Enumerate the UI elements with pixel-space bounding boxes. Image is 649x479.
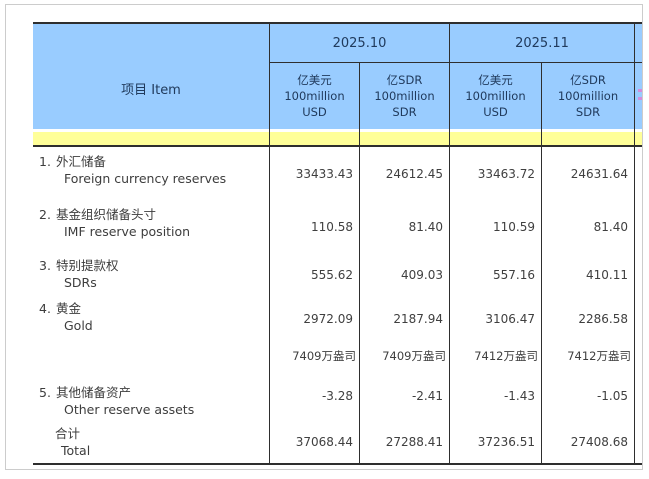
value-cell: 81.40	[360, 200, 450, 253]
gap-cell	[542, 129, 635, 132]
value-cell-gold-ounces: 7409万盎司	[270, 341, 360, 371]
value-cell-total: 37236.51	[450, 421, 542, 463]
value-cell: 2972.09	[270, 296, 360, 341]
row-label-foreign-currency-reserves: 1. 外汇储备 Foreign currency reserves	[33, 147, 270, 200]
clipped-cell	[635, 200, 642, 253]
value-cell: 33463.72	[450, 147, 542, 200]
value-cell: 24631.64	[542, 147, 635, 200]
yellow-band	[635, 132, 642, 147]
value-cell: 557.16	[450, 253, 542, 296]
unit-scale: 100million	[374, 89, 435, 103]
row-label-en: IMF reserve position	[64, 224, 191, 239]
row-label-en: Total	[61, 443, 91, 458]
value-cell-gold-ounces: 7412万盎司	[450, 341, 542, 371]
row-number: 4.	[39, 301, 51, 316]
row-label-gold-ounces	[33, 341, 270, 371]
period-label: 2025.11	[515, 35, 569, 51]
value-cell: 33433.43	[270, 147, 360, 200]
row-label-zh: 外汇储备	[56, 154, 107, 169]
page-frame: 项目 Item 2025.10 2025.11 亿美元 100million U…	[5, 4, 643, 470]
unit-header-usd-2: 亿美元 100million USD	[450, 63, 542, 129]
unit-code: SDR	[575, 105, 601, 119]
value-cell: 409.03	[360, 253, 450, 296]
gap-cell	[450, 129, 542, 132]
value-cell: 555.62	[270, 253, 360, 296]
gap-cell	[635, 129, 642, 132]
yellow-band	[360, 132, 450, 147]
row-label-en: SDRs	[64, 275, 97, 290]
value-cell: -1.05	[542, 371, 635, 421]
row-label-sdrs: 3. 特别提款权 SDRs	[33, 253, 270, 296]
unit-header-usd-1: 亿美元 100million USD	[270, 63, 360, 129]
clipped-cell	[635, 147, 642, 200]
unit-zh: 亿SDR	[386, 73, 423, 87]
value-cell: -3.28	[270, 371, 360, 421]
yellow-band	[33, 132, 270, 147]
unit-code: SDR	[392, 105, 417, 119]
row-number: 3.	[39, 258, 51, 273]
clipped-cell	[635, 371, 642, 421]
value-cell-gold-ounces: 7412万盎司	[542, 341, 635, 371]
row-label-zh: 特别提款权	[56, 258, 119, 273]
item-column-header: 项目 Item	[33, 24, 270, 129]
value-cell: 3106.47	[450, 296, 542, 341]
value-cell: 410.11	[542, 253, 635, 296]
reserve-assets-table: 项目 Item 2025.10 2025.11 亿美元 100million U…	[33, 22, 642, 465]
clipped-cell	[635, 253, 642, 296]
value-cell-total: 27288.41	[360, 421, 450, 463]
unit-code: USD	[483, 105, 508, 119]
yellow-band	[450, 132, 542, 147]
row-label-zh: 黄金	[56, 301, 82, 316]
row-number: 2.	[39, 207, 51, 222]
unit-header-sdr-2: 亿SDR 100million SDR	[542, 63, 635, 129]
gap-cell	[270, 129, 360, 132]
row-label-imf-reserve-position: 2. 基金组织储备头寸 IMF reserve position	[33, 200, 270, 253]
yellow-band	[542, 132, 635, 147]
item-header-label: 项目 Item	[121, 83, 181, 98]
row-label-zh: 其他储备资产	[56, 385, 132, 400]
unit-zh: 亿美元	[297, 73, 332, 87]
value-cell-total: 27408.68	[542, 421, 635, 463]
value-cell: -2.41	[360, 371, 450, 421]
gap-cell	[360, 129, 450, 132]
unit-scale: 100million	[465, 89, 526, 103]
period-header-2025-11: 2025.11	[450, 24, 635, 63]
unit-code: USD	[302, 105, 327, 119]
clipped-cell	[635, 296, 642, 341]
unit-header-clipped	[635, 63, 642, 129]
clipped-next-column-text-fragment	[638, 89, 642, 92]
value-cell: 81.40	[542, 200, 635, 253]
row-label-other-reserve-assets: 5. 其他储备资产 Other reserve assets	[33, 371, 270, 421]
row-label-gold: 4. 黄金 Gold	[33, 296, 270, 341]
row-number: 1.	[39, 154, 51, 169]
row-label-zh: 合计	[55, 426, 81, 441]
unit-zh: 亿SDR	[570, 73, 606, 87]
row-label-en: Gold	[64, 318, 93, 333]
row-label-en: Foreign currency reserves	[64, 171, 227, 186]
gap-cell	[33, 129, 270, 132]
period-header-2025-10: 2025.10	[270, 24, 450, 63]
value-cell: 2286.58	[542, 296, 635, 341]
unit-scale: 100million	[284, 89, 345, 103]
value-cell: -1.43	[450, 371, 542, 421]
yellow-band	[270, 132, 360, 147]
value-cell: 2187.94	[360, 296, 450, 341]
row-number: 5.	[39, 385, 51, 400]
clipped-cell	[635, 341, 642, 371]
value-cell-gold-ounces: 7409万盎司	[360, 341, 450, 371]
unit-zh: 亿美元	[478, 73, 513, 87]
value-cell: 110.58	[270, 200, 360, 253]
row-label-total: 合计 Total	[33, 421, 270, 463]
unit-scale: 100million	[557, 89, 619, 103]
period-header-clipped	[635, 24, 642, 63]
unit-header-sdr-1: 亿SDR 100million SDR	[360, 63, 450, 129]
value-cell: 110.59	[450, 200, 542, 253]
value-cell-total: 37068.44	[270, 421, 360, 463]
row-label-zh: 基金组织储备头寸	[56, 207, 157, 222]
clipped-cell	[635, 421, 642, 463]
row-label-en: Other reserve assets	[64, 402, 195, 417]
value-cell: 24612.45	[360, 147, 450, 200]
period-label: 2025.10	[332, 35, 387, 51]
